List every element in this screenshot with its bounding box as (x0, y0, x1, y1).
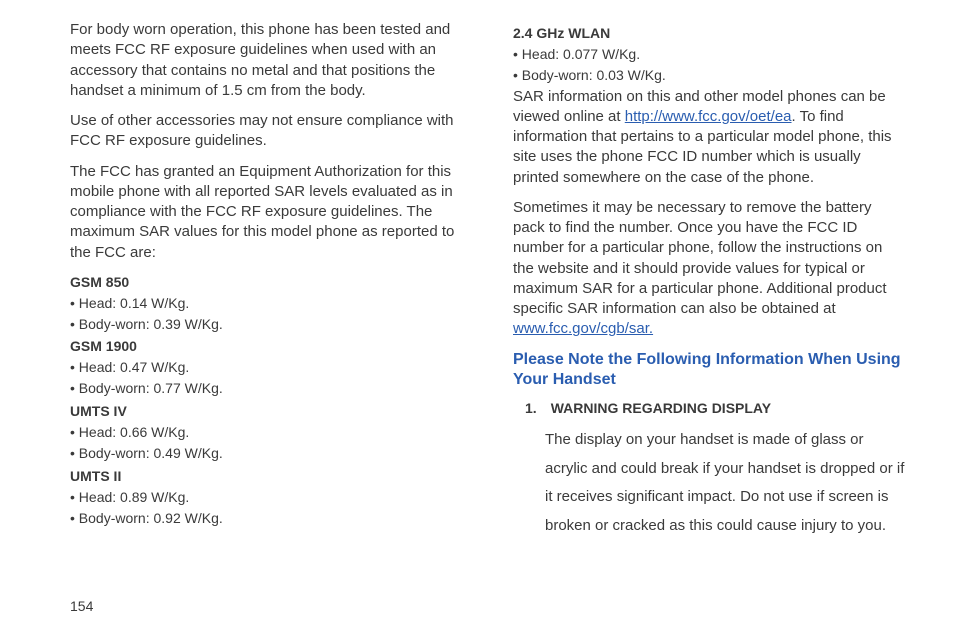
warning-item: 1. WARNING REGARDING DISPLAY (525, 399, 906, 418)
sar-value: • Body-worn: 0.03 W/Kg. (513, 66, 906, 85)
band-heading-umts-iv: UMTS IV (70, 402, 463, 421)
page-number: 154 (70, 598, 93, 614)
body-paragraph: For body worn operation, this phone has … (70, 20, 463, 101)
sar-value: • Head: 0.077 W/Kg. (513, 45, 906, 64)
sar-value: • Head: 0.89 W/Kg. (70, 488, 463, 507)
body-paragraph: Use of other accessories may not ensure … (70, 111, 463, 152)
document-page: For body worn operation, this phone has … (0, 0, 954, 636)
body-paragraph: The FCC has granted an Equipment Authori… (70, 162, 463, 263)
band-heading-wlan: 2.4 GHz WLAN (513, 24, 906, 43)
fcc-sar-link[interactable]: www.fcc.gov/cgb/sar. (513, 320, 653, 337)
sar-value: • Body-worn: 0.77 W/Kg. (70, 379, 463, 398)
sar-value: • Body-worn: 0.92 W/Kg. (70, 509, 463, 528)
warning-body: The display on your handset is made of g… (545, 426, 906, 540)
section-heading-handset-info: Please Note the Following Information Wh… (513, 350, 906, 392)
body-paragraph: SAR information on this and other model … (513, 87, 906, 188)
text-run: Sometimes it may be necessary to remove … (513, 199, 887, 317)
band-heading-gsm1900: GSM 1900 (70, 337, 463, 356)
right-column: 2.4 GHz WLAN • Head: 0.077 W/Kg. • Body-… (513, 20, 906, 606)
body-paragraph: Sometimes it may be necessary to remove … (513, 198, 906, 340)
sar-value: • Head: 0.66 W/Kg. (70, 423, 463, 442)
sar-value: • Head: 0.47 W/Kg. (70, 358, 463, 377)
sar-value: • Head: 0.14 W/Kg. (70, 294, 463, 313)
fcc-oet-link[interactable]: http://www.fcc.gov/oet/ea (625, 108, 792, 125)
sar-value: • Body-worn: 0.39 W/Kg. (70, 315, 463, 334)
sar-value: • Body-worn: 0.49 W/Kg. (70, 444, 463, 463)
list-number: 1. (525, 399, 537, 418)
warning-title: WARNING REGARDING DISPLAY (551, 399, 771, 418)
band-heading-umts-ii: UMTS II (70, 467, 463, 486)
band-heading-gsm850: GSM 850 (70, 273, 463, 292)
left-column: For body worn operation, this phone has … (70, 20, 463, 606)
